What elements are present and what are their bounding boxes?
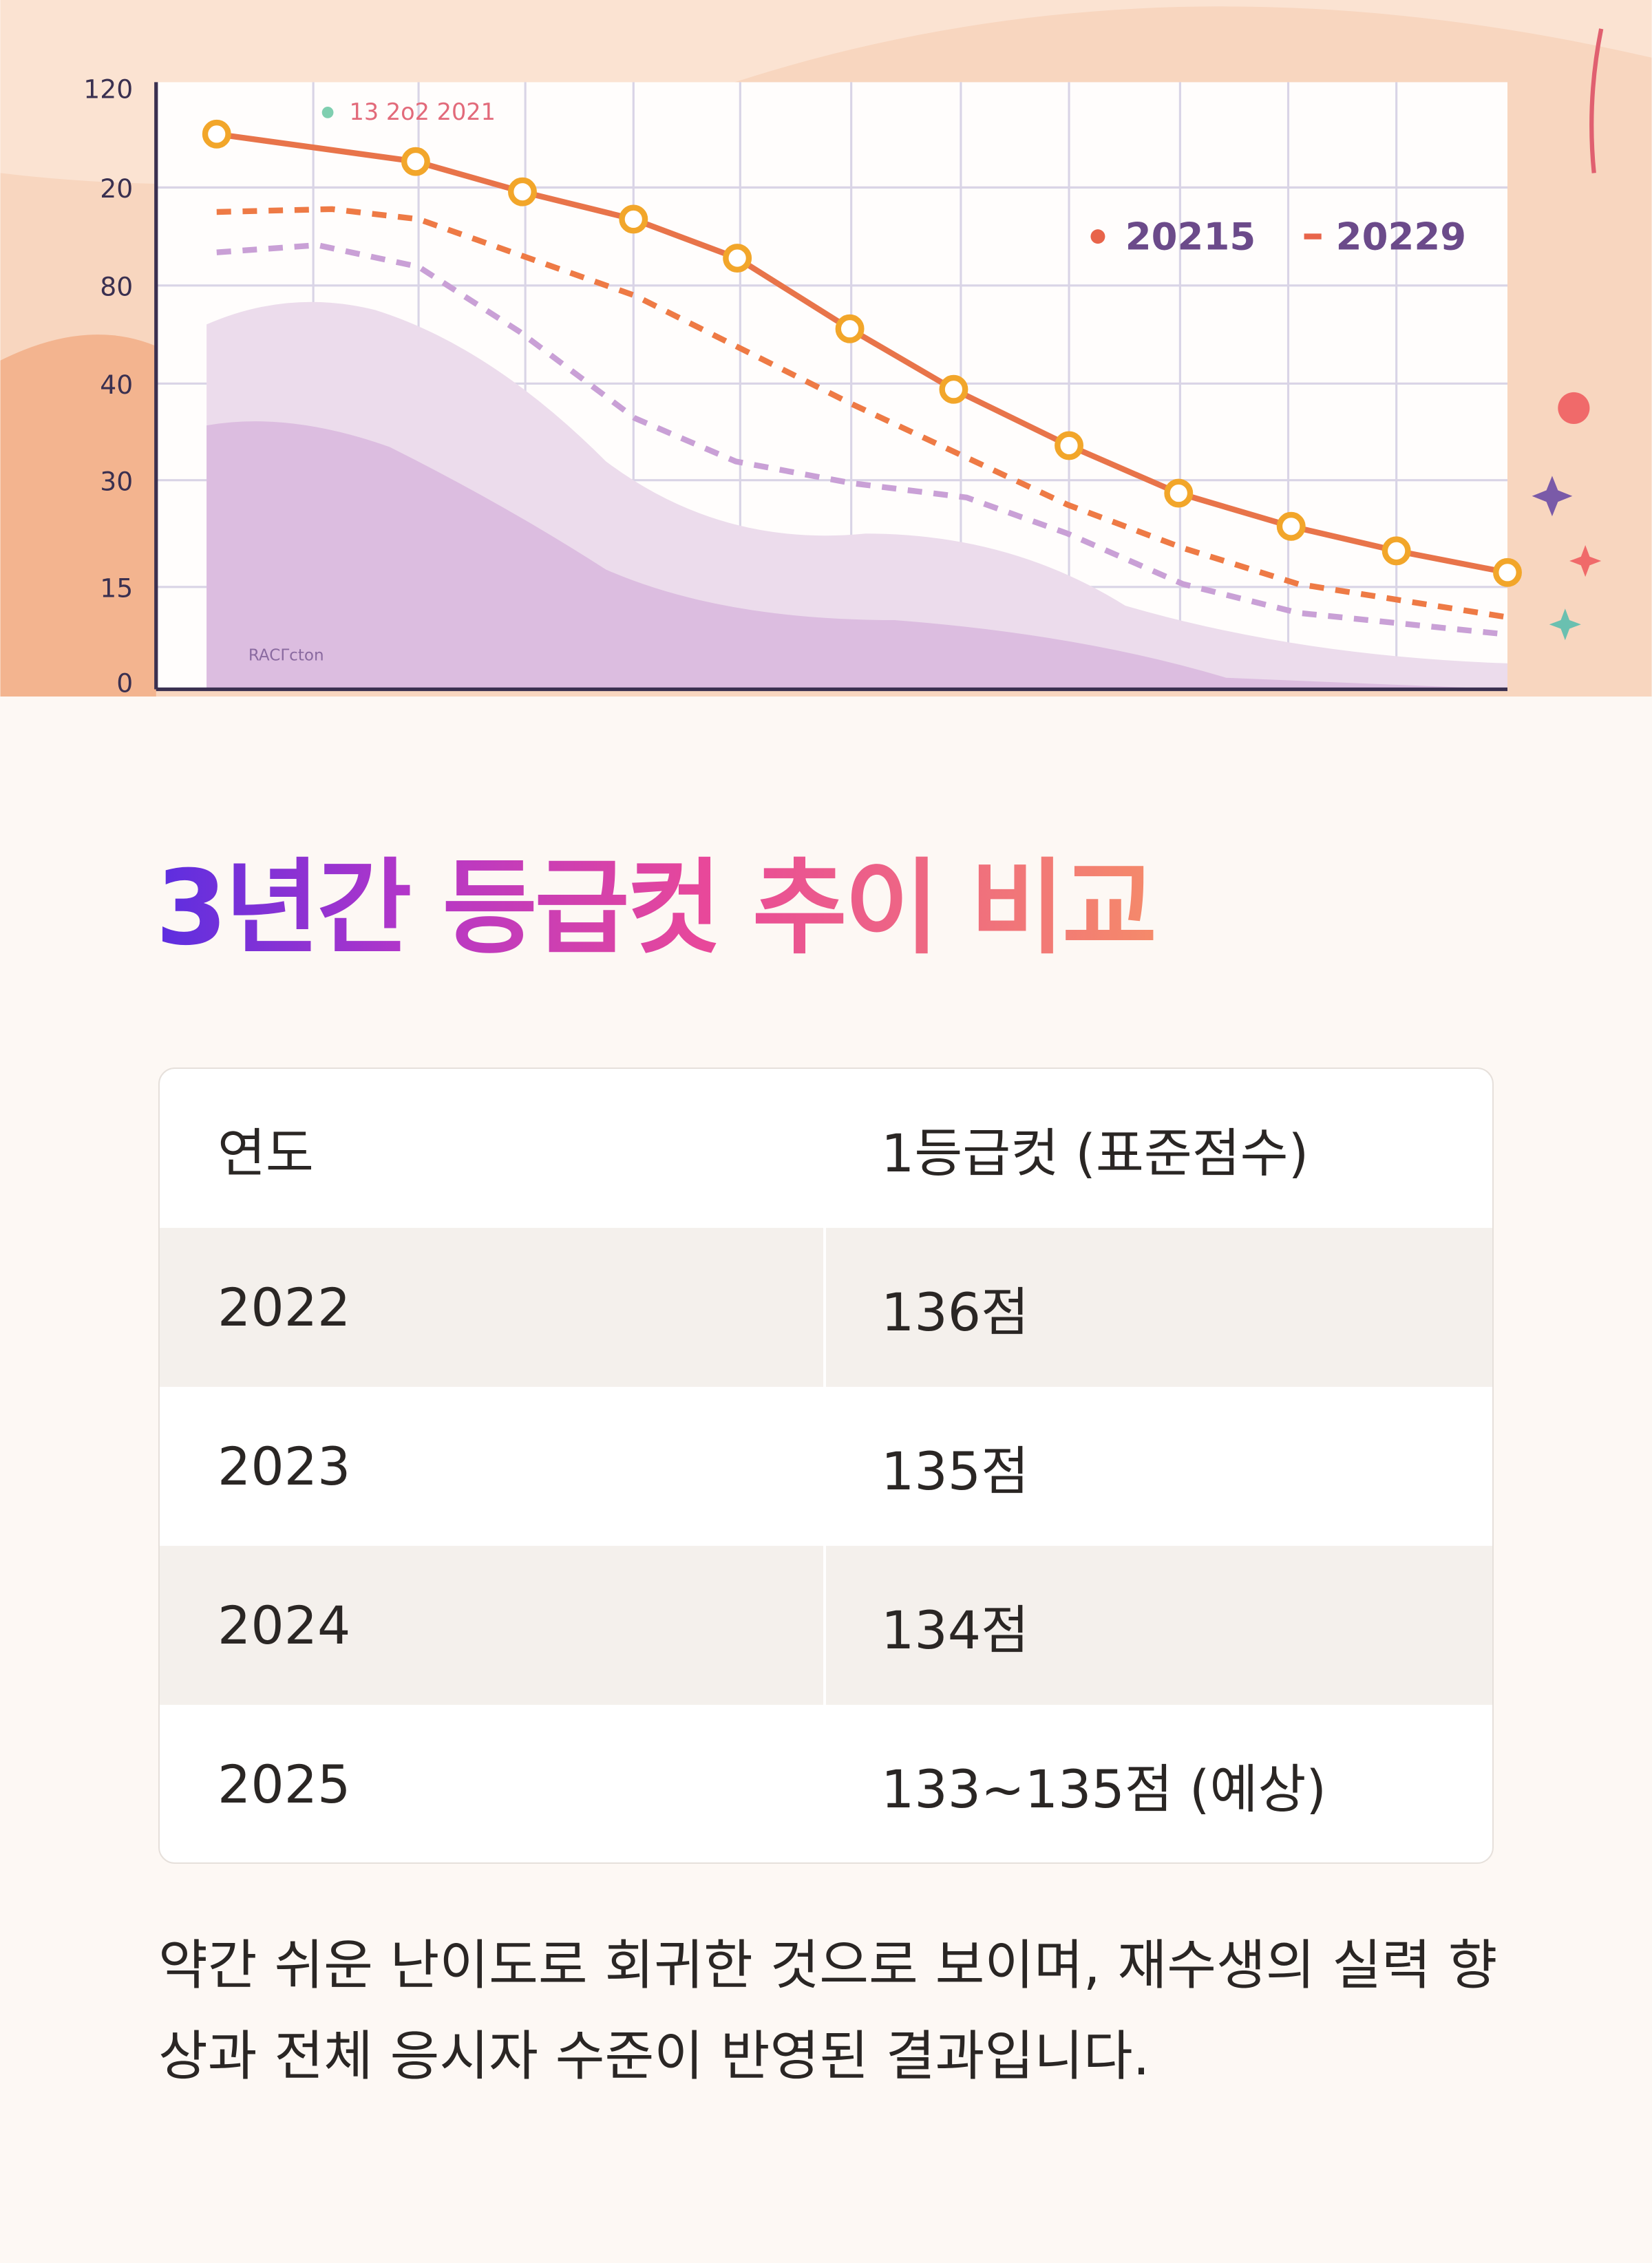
deco <box>1549 608 1581 641</box>
table-row: 2024 134점 <box>160 1546 1492 1705</box>
table-cell: 2023 <box>160 1387 826 1546</box>
table-cell: 연도 <box>160 1069 826 1228</box>
table-row: 연도 1등급컷 (표준점수) <box>160 1069 1492 1228</box>
legend-top: 13 2o2 2021 <box>350 98 496 125</box>
table-cell: 133~135점 (예상) <box>881 1758 1327 1820</box>
points <box>202 119 1522 587</box>
table-row: 2023 135점 <box>160 1387 1492 1546</box>
area <box>206 421 1508 690</box>
watermark: RACΓcton <box>248 647 324 665</box>
bg-wave <box>0 334 156 697</box>
legend-dot <box>1090 229 1105 244</box>
table-cell: 135점 <box>881 1440 1029 1502</box>
legend-label: 20215 <box>1125 214 1256 258</box>
heading: 3년간 등급컷 추이 비교 <box>156 840 1157 977</box>
dashed-line <box>216 242 1508 638</box>
chart-illustration: 120 20 80 40 30 15 0 13 2o2 2021 20215 2… <box>0 0 1652 697</box>
y-label: 0 <box>116 668 133 697</box>
y-label: 120 <box>83 74 133 104</box>
table-cell: 1등급컷 (표준점수) <box>881 1122 1309 1184</box>
table-cell: 2022 <box>160 1228 826 1387</box>
deco <box>1558 392 1590 424</box>
table-row: 2022 136점 <box>160 1228 1492 1387</box>
table-cell: 2025 <box>160 1705 826 1862</box>
legend-label: 20229 <box>1336 214 1467 258</box>
table-cell: 136점 <box>826 1228 1492 1387</box>
line <box>216 131 1508 575</box>
legend-dot <box>321 107 334 118</box>
table-cell: 2024 <box>160 1546 826 1705</box>
dashed-line <box>216 206 1508 620</box>
paragraph: 약간 쉬운 난이도로 회귀한 것으로 보이며, 재수생의 실력 향상과 전체 응… <box>158 1935 1498 2087</box>
y-label: 20 <box>100 173 133 204</box>
table: 연도 1등급컷 (표준점수) 2022 136점 2023 135점 2024 134점 202… <box>158 1067 1494 1864</box>
deco <box>1589 28 1604 173</box>
deco <box>1569 545 1602 577</box>
table-cell: 134점 <box>826 1546 1492 1705</box>
y-label: 80 <box>100 272 133 302</box>
y-label: 15 <box>100 573 133 603</box>
y-label: 30 <box>100 466 133 496</box>
y-labels: 120 20 80 40 30 15 0 <box>83 74 133 697</box>
table-row: 2025 133~135점 (예상) <box>160 1705 1492 1862</box>
deco <box>1532 476 1573 517</box>
y-label: 40 <box>100 370 133 400</box>
